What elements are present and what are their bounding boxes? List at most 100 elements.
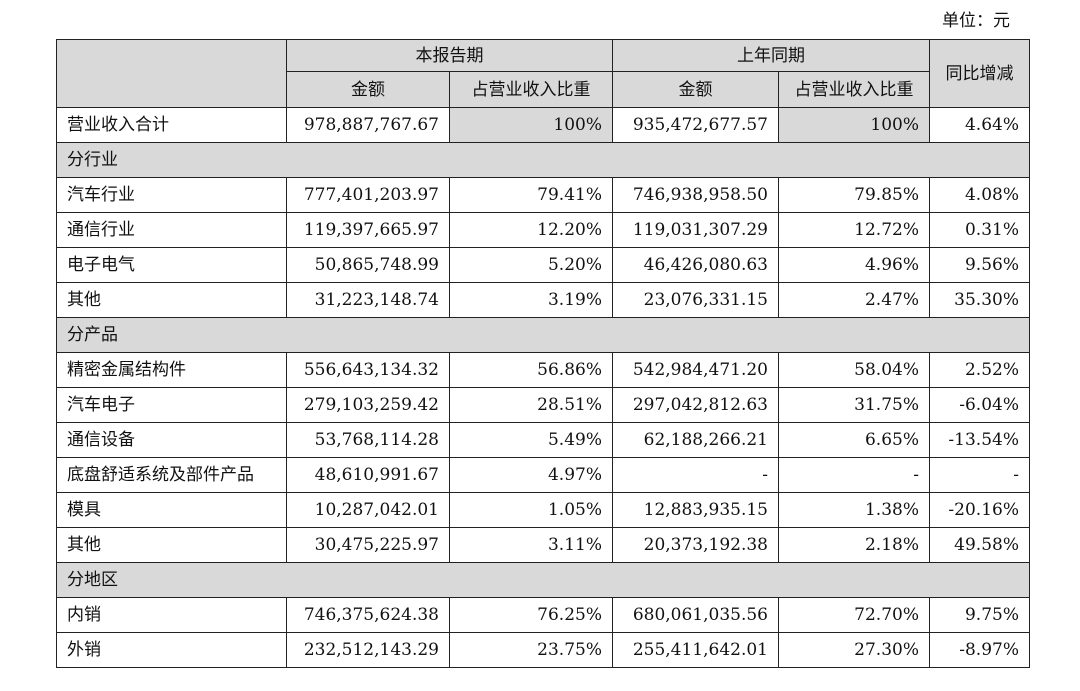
prev-share-cell: 58.04% bbox=[778, 352, 930, 388]
prev-amount-cell: 23,076,331.15 bbox=[612, 282, 779, 318]
current-amount-cell: 53,768,114.28 bbox=[286, 422, 450, 458]
prev-amount-cell: 680,061,035.56 bbox=[612, 597, 779, 633]
prev-amount-cell: 119,031,307.29 bbox=[612, 212, 779, 248]
row-label: 其他 bbox=[56, 282, 287, 318]
yoy-change-cell: 9.56% bbox=[929, 247, 1030, 283]
prev-amount-cell: 255,411,642.01 bbox=[612, 632, 779, 668]
yoy-change-cell: 4.64% bbox=[929, 107, 1030, 143]
table-row: 其他 31,223,148.74 3.19% 23,076,331.15 2.47% 35… bbox=[56, 282, 1030, 318]
prev-amount-cell: 935,472,677.57 bbox=[612, 107, 779, 143]
current-amount-cell: 777,401,203.97 bbox=[286, 177, 450, 213]
current-share-cell: 4.97% bbox=[449, 457, 613, 493]
header-yoy-change: 同比增减 bbox=[929, 39, 1030, 108]
current-amount-cell: 48,610,991.67 bbox=[286, 457, 450, 493]
yoy-change-cell: - bbox=[929, 457, 1030, 493]
section-label: 分产品 bbox=[56, 317, 1030, 353]
current-amount-cell: 119,397,665.97 bbox=[286, 212, 450, 248]
section-label: 分行业 bbox=[56, 142, 1030, 178]
header-current-period: 本报告期 bbox=[286, 39, 613, 72]
yoy-change-cell: 4.08% bbox=[929, 177, 1030, 213]
row-label: 模具 bbox=[56, 492, 287, 528]
table-row: 其他 30,475,225.97 3.11% 20,373,192.38 2.18% 49… bbox=[56, 527, 1030, 563]
current-amount-cell: 10,287,042.01 bbox=[286, 492, 450, 528]
table-row: 内销 746,375,624.38 76.25% 680,061,035.56 72.7… bbox=[56, 597, 1030, 633]
table-row: 汽车行业 777,401,203.97 79.41% 746,938,958.50 79… bbox=[56, 177, 1030, 213]
prev-amount-cell: 542,984,471.20 bbox=[612, 352, 779, 388]
prev-share-cell: 31.75% bbox=[778, 387, 930, 423]
header-prev-share: 占营业收入比重 bbox=[778, 71, 930, 108]
current-share-cell: 56.86% bbox=[449, 352, 613, 388]
table-row: 通信设备 53,768,114.28 5.49% 62,188,266.21 6.65%… bbox=[56, 422, 1030, 458]
current-share-cell: 12.20% bbox=[449, 212, 613, 248]
header-same-period-last-year: 上年同期 bbox=[612, 39, 930, 72]
table-row: 底盘舒适系统及部件产品 48,610,991.67 4.97% - - - bbox=[56, 457, 1030, 493]
table-row: 电子电气 50,865,748.99 5.20% 46,426,080.63 4.96%… bbox=[56, 247, 1030, 283]
yoy-change-cell: -13.54% bbox=[929, 422, 1030, 458]
header-row-2: 金额 占营业收入比重 金额 占营业收入比重 bbox=[57, 71, 1030, 108]
row-label: 汽车电子 bbox=[56, 387, 287, 423]
revenue-composition-table: 本报告期 上年同期 同比增减 金额 占营业收入比重 金额 占营业收入比重 营业收… bbox=[56, 39, 1030, 668]
prev-share-cell: 2.18% bbox=[778, 527, 930, 563]
prev-share-cell: 27.30% bbox=[778, 632, 930, 668]
section-row: 分产品 bbox=[56, 317, 1030, 353]
header-row-1: 本报告期 上年同期 同比增减 bbox=[56, 39, 1030, 108]
current-amount-cell: 232,512,143.29 bbox=[286, 632, 450, 668]
header-prev-amount: 金额 bbox=[612, 71, 779, 108]
current-share-cell: 28.51% bbox=[449, 387, 613, 423]
unit-label: 单位：元 bbox=[942, 11, 1010, 31]
prev-share-cell: 79.85% bbox=[778, 177, 930, 213]
header-blank-cell bbox=[56, 39, 287, 108]
current-share-cell: 3.19% bbox=[449, 282, 613, 318]
yoy-change-cell: -6.04% bbox=[929, 387, 1030, 423]
current-share-cell: 3.11% bbox=[449, 527, 613, 563]
table-row: 外销 232,512,143.29 23.75% 255,411,642.01 27.3… bbox=[56, 632, 1030, 668]
prev-share-cell: 4.96% bbox=[778, 247, 930, 283]
yoy-change-cell: 0.31% bbox=[929, 212, 1030, 248]
prev-amount-cell: 46,426,080.63 bbox=[612, 247, 779, 283]
row-label: 通信设备 bbox=[56, 422, 287, 458]
row-label: 其他 bbox=[56, 527, 287, 563]
current-share-cell: 5.20% bbox=[449, 247, 613, 283]
row-label: 营业收入合计 bbox=[56, 107, 287, 143]
prev-share-cell: - bbox=[778, 457, 930, 493]
table-row: 通信行业 119,397,665.97 12.20% 119,031,307.29 12… bbox=[56, 212, 1030, 248]
current-amount-cell: 31,223,148.74 bbox=[286, 282, 450, 318]
total-row: 营业收入合计 978,887,767.67 100% 935,472,677.57 10… bbox=[56, 107, 1030, 143]
current-amount-cell: 279,103,259.42 bbox=[286, 387, 450, 423]
prev-amount-cell: 12,883,935.15 bbox=[612, 492, 779, 528]
yoy-change-cell: -8.97% bbox=[929, 632, 1030, 668]
current-share-cell: 100% bbox=[449, 107, 613, 143]
yoy-change-cell: 9.75% bbox=[929, 597, 1030, 633]
row-label: 电子电气 bbox=[56, 247, 287, 283]
row-label: 底盘舒适系统及部件产品 bbox=[56, 457, 287, 493]
prev-share-cell: 6.65% bbox=[778, 422, 930, 458]
section-label: 分地区 bbox=[56, 562, 1030, 598]
row-label: 汽车行业 bbox=[56, 177, 287, 213]
yoy-change-cell: 49.58% bbox=[929, 527, 1030, 563]
current-amount-cell: 50,865,748.99 bbox=[286, 247, 450, 283]
current-share-cell: 76.25% bbox=[449, 597, 613, 633]
row-label: 内销 bbox=[56, 597, 287, 633]
prev-amount-cell: 62,188,266.21 bbox=[612, 422, 779, 458]
prev-share-cell: 1.38% bbox=[778, 492, 930, 528]
row-label: 外销 bbox=[56, 632, 287, 668]
prev-share-cell: 72.70% bbox=[778, 597, 930, 633]
header-current-amount: 金额 bbox=[286, 71, 450, 108]
yoy-change-cell: -20.16% bbox=[929, 492, 1030, 528]
current-share-cell: 1.05% bbox=[449, 492, 613, 528]
section-row: 分地区 bbox=[56, 562, 1030, 598]
current-amount-cell: 556,643,134.32 bbox=[286, 352, 450, 388]
current-amount-cell: 978,887,767.67 bbox=[286, 107, 450, 143]
section-row: 分行业 bbox=[56, 142, 1030, 178]
prev-amount-cell: 20,373,192.38 bbox=[612, 527, 779, 563]
yoy-change-cell: 35.30% bbox=[929, 282, 1030, 318]
prev-amount-cell: - bbox=[612, 457, 779, 493]
current-share-cell: 5.49% bbox=[449, 422, 613, 458]
row-label: 精密金属结构件 bbox=[56, 352, 287, 388]
table-row: 精密金属结构件 556,643,134.32 56.86% 542,984,471.2… bbox=[56, 352, 1030, 388]
prev-amount-cell: 297,042,812.63 bbox=[612, 387, 779, 423]
table-row: 汽车电子 279,103,259.42 28.51% 297,042,812.63 31… bbox=[56, 387, 1030, 423]
prev-amount-cell: 746,938,958.50 bbox=[612, 177, 779, 213]
table-row: 模具 10,287,042.01 1.05% 12,883,935.15 1.38% -2… bbox=[56, 492, 1030, 528]
yoy-change-cell: 2.52% bbox=[929, 352, 1030, 388]
